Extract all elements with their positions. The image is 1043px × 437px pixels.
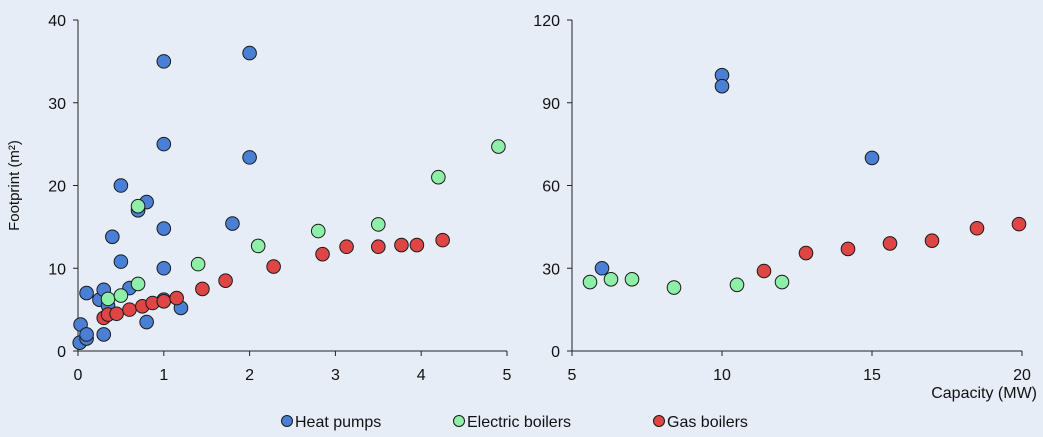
data-point-electric-boilers [774, 274, 790, 290]
y-tick-label: 20 [48, 179, 66, 196]
data-point-heat-pumps [105, 229, 120, 245]
legend-label-heat-pumps: Heat pumps [295, 414, 381, 431]
x-tick-label: 15 [863, 367, 881, 384]
data-point-electric-boilers [603, 271, 619, 287]
data-point-electric-boilers [190, 256, 206, 272]
data-point-electric-boilers [491, 139, 506, 154]
data-point-electric-boilers [130, 276, 146, 292]
data-point-heat-pumps [714, 78, 730, 94]
series-gas-boilers [756, 216, 1027, 279]
y-tick-label: 0 [551, 344, 560, 361]
data-point-gas-boilers [315, 246, 330, 262]
series-gas-boilers [96, 232, 450, 326]
y-axis-title: Footprint (m²) [6, 140, 23, 231]
data-point-heat-pumps [79, 285, 94, 301]
x-tick-label: 0 [74, 367, 83, 384]
data-point-gas-boilers [882, 236, 898, 251]
x-tick-label: 10 [713, 367, 731, 384]
legend: Heat pumps Electric boilers Gas boilers [281, 414, 748, 431]
data-point-heat-pumps [594, 260, 610, 276]
x-tick-label: 2 [245, 367, 254, 384]
data-point-gas-boilers [394, 237, 409, 253]
x-axis-title: Capacity (MW) [931, 385, 1037, 402]
data-point-gas-boilers [435, 232, 450, 248]
data-point-electric-boilers [130, 198, 146, 214]
data-point-heat-pumps [79, 327, 94, 342]
data-point-heat-pumps [96, 327, 112, 342]
data-point-gas-boilers [924, 233, 940, 248]
data-point-heat-pumps [156, 54, 172, 69]
data-point-electric-boilers [371, 217, 386, 232]
data-point-gas-boilers [195, 281, 210, 297]
data-point-electric-boilers [310, 223, 326, 239]
data-point-gas-boilers [409, 237, 425, 253]
data-point-gas-boilers [756, 263, 772, 279]
data-point-gas-boilers [1011, 216, 1027, 232]
x-tick-label: 5 [568, 367, 577, 384]
data-point-gas-boilers [109, 306, 124, 322]
x-tick-label: 3 [331, 367, 340, 384]
data-point-heat-pumps [156, 260, 172, 276]
series-heat-pumps [594, 67, 880, 276]
data-point-gas-boilers [798, 245, 814, 261]
x-tick-label: 4 [417, 367, 426, 384]
y-tick-label: 10 [48, 261, 66, 278]
data-point-heat-pumps [156, 136, 172, 152]
legend-marker-heat-pumps [281, 415, 293, 427]
data-point-gas-boilers [122, 302, 137, 317]
data-point-heat-pumps [113, 254, 129, 269]
data-point-heat-pumps [242, 45, 257, 61]
data-point-electric-boilers [431, 169, 446, 185]
data-point-gas-boilers [266, 259, 281, 274]
y-tick-label: 90 [542, 96, 560, 113]
data-point-gas-boilers [169, 290, 184, 306]
legend-marker-electric-boilers [453, 415, 465, 427]
series-electric-boilers [582, 271, 790, 295]
data-point-gas-boilers [218, 273, 233, 288]
data-point-electric-boilers [624, 271, 640, 287]
data-point-electric-boilers [113, 288, 129, 303]
y-tick-label: 60 [542, 179, 560, 196]
data-point-gas-boilers [840, 241, 856, 257]
data-point-electric-boilers [729, 277, 745, 293]
legend-marker-gas-boilers [653, 415, 665, 427]
x-tick-label: 1 [159, 367, 168, 384]
data-point-electric-boilers [582, 274, 598, 290]
data-point-electric-boilers [666, 280, 682, 295]
y-tick-label: 120 [533, 13, 560, 30]
data-point-heat-pumps [113, 178, 129, 193]
data-point-gas-boilers [969, 220, 985, 236]
data-point-electric-boilers [250, 238, 266, 254]
series-electric-boilers [100, 139, 506, 307]
data-point-gas-boilers [371, 239, 386, 255]
x-tick-label: 5 [503, 367, 512, 384]
data-point-heat-pumps [242, 150, 257, 165]
data-point-electric-boilers [100, 291, 116, 307]
data-point-heat-pumps [139, 314, 154, 330]
left-scatter-panel: 0 10 20 30 40 0 1 2 3 4 5 Footprint (m²) [6, 13, 512, 384]
data-point-gas-boilers [156, 294, 172, 309]
y-tick-label: 40 [48, 13, 66, 30]
y-tick-label: 0 [57, 344, 66, 361]
legend-label-electric-boilers: Electric boilers [467, 414, 571, 431]
y-tick-label: 30 [48, 96, 66, 113]
data-point-heat-pumps [225, 216, 240, 231]
legend-label-gas-boilers: Gas boilers [667, 414, 748, 431]
y-tick-label: 30 [542, 261, 560, 278]
data-point-heat-pumps [864, 150, 880, 166]
data-point-heat-pumps [156, 221, 172, 236]
data-point-gas-boilers [339, 239, 354, 255]
x-tick-label: 20 [1013, 367, 1031, 384]
